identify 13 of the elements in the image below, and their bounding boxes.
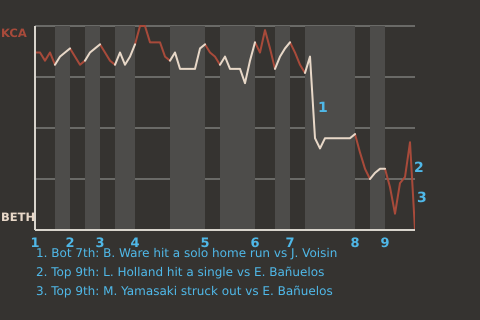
annotation: 1 (318, 100, 328, 116)
x-tick-label: 9 (380, 236, 390, 252)
x-tick-label: 7 (285, 236, 295, 252)
x-tick-label: 8 (350, 236, 360, 252)
annotation: BETH (1, 209, 36, 225)
text: KCA (1, 25, 27, 41)
annotation: 2 (414, 160, 424, 176)
text: 2. Top 9th: L. Holland hit a single vs E. Bañuelos (36, 264, 326, 281)
x-tick-label: 6 (250, 236, 260, 252)
x-tick-label: 5 (200, 236, 210, 252)
text: 3. Top 9th: M. Yamasaki struck out vs E. Bañuelos (36, 283, 334, 300)
text: 3 (417, 190, 427, 206)
x-tick-label: 3 (95, 236, 105, 252)
